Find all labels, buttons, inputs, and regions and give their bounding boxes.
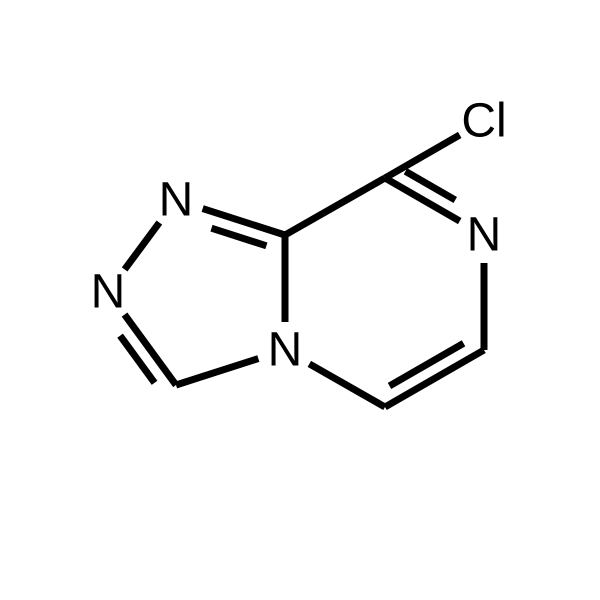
atom-label-N7: N — [467, 209, 502, 262]
atom-label-N3: N — [159, 174, 194, 227]
atom-label-N1: N — [268, 324, 303, 377]
bond-N3-N4 — [125, 223, 160, 270]
bond-C5-N1 — [176, 359, 258, 385]
molecule-diagram: NNNNCl — [0, 0, 600, 600]
bond-C2-N3-inner — [211, 228, 266, 246]
bond-C6-Cl1 — [385, 135, 460, 178]
atom-label-N4: N — [91, 266, 126, 319]
bond-C9-N1 — [309, 364, 385, 407]
atom-label-Cl1: Cl — [461, 95, 506, 148]
bond-C2-C6 — [285, 178, 385, 235]
